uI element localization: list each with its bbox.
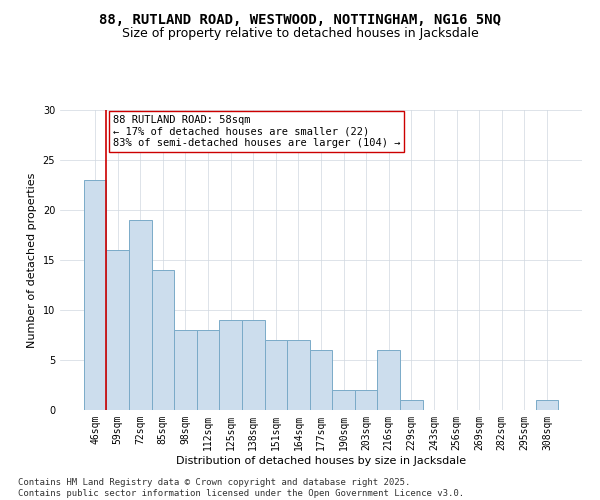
Bar	[220, 320, 242, 410]
Text: 88, RUTLAND ROAD, WESTWOOD, NOTTINGHAM, NG16 5NQ: 88, RUTLAND ROAD, WESTWOOD, NOTTINGHAM, …	[99, 12, 501, 26]
Bar	[310, 350, 332, 410]
Bar	[377, 350, 400, 410]
Bar	[287, 340, 310, 410]
Bar	[197, 330, 220, 410]
Bar	[129, 220, 152, 410]
Bar	[106, 250, 129, 410]
Text: 88 RUTLAND ROAD: 58sqm
← 17% of detached houses are smaller (22)
83% of semi-det: 88 RUTLAND ROAD: 58sqm ← 17% of detached…	[113, 115, 401, 148]
Bar	[536, 400, 558, 410]
Bar	[174, 330, 197, 410]
Y-axis label: Number of detached properties: Number of detached properties	[27, 172, 37, 348]
Bar	[265, 340, 287, 410]
Bar	[242, 320, 265, 410]
Bar	[332, 390, 355, 410]
Bar	[400, 400, 422, 410]
X-axis label: Distribution of detached houses by size in Jacksdale: Distribution of detached houses by size …	[176, 456, 466, 466]
Bar	[152, 270, 174, 410]
Text: Contains HM Land Registry data © Crown copyright and database right 2025.
Contai: Contains HM Land Registry data © Crown c…	[18, 478, 464, 498]
Bar	[355, 390, 377, 410]
Bar	[84, 180, 106, 410]
Text: Size of property relative to detached houses in Jacksdale: Size of property relative to detached ho…	[122, 28, 478, 40]
